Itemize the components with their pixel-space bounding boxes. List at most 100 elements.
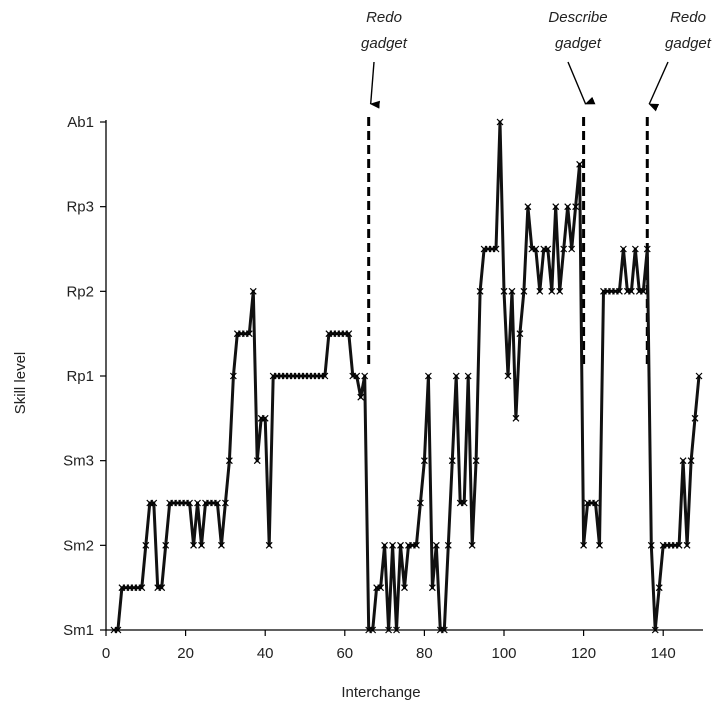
data-point <box>369 626 377 634</box>
data-point <box>428 584 436 592</box>
data-point <box>651 626 659 634</box>
data-point <box>631 245 639 253</box>
annotation-arrow <box>369 61 380 109</box>
data-point <box>556 287 564 295</box>
data-point <box>401 584 408 592</box>
data-point <box>385 626 393 634</box>
data-point <box>468 541 476 549</box>
x-tick-label: 0 <box>102 645 110 662</box>
data-point <box>520 287 528 295</box>
y-tick-label: Rp2 <box>66 283 94 300</box>
data-point <box>619 245 627 253</box>
data-point <box>357 393 365 401</box>
data-point <box>572 203 580 211</box>
data-point <box>643 245 651 253</box>
data-point <box>186 499 194 507</box>
data-point <box>265 541 273 549</box>
data-point <box>691 414 699 422</box>
data-point <box>420 457 428 465</box>
x-tick-label: 80 <box>416 645 433 662</box>
data-point <box>496 118 504 126</box>
data-point <box>548 287 556 295</box>
data-point <box>504 372 512 380</box>
data-point <box>194 499 201 507</box>
data-point <box>114 626 122 634</box>
axes: 0 20 40 60 80 100 120 140 Sm1 Sm2 Sm3 Rp1 Rp2 Rp3 Ab1 <box>63 114 703 662</box>
data-point <box>432 541 440 549</box>
data-point <box>552 203 560 211</box>
y-tick-label: Ab1 <box>67 114 94 131</box>
data-point <box>615 287 623 295</box>
y-axis-title: Skill level <box>12 352 29 415</box>
annotation-arrow <box>648 61 669 112</box>
series-skill <box>110 118 703 634</box>
series-line <box>114 120 701 632</box>
data-point <box>361 372 369 380</box>
data-point <box>190 541 197 549</box>
data-point <box>440 626 448 634</box>
data-point <box>516 330 524 338</box>
data-point <box>249 287 257 295</box>
data-point <box>655 584 663 592</box>
annotation-label: gadget <box>555 35 602 52</box>
data-point <box>492 245 500 253</box>
x-tick-label: 100 <box>491 645 516 662</box>
data-point <box>508 287 516 295</box>
data-point <box>512 414 520 422</box>
data-point <box>162 541 170 549</box>
data-point <box>225 457 233 465</box>
data-point <box>639 287 647 295</box>
annotation-arrow <box>567 61 596 105</box>
data-point <box>353 372 361 380</box>
data-point <box>444 541 452 549</box>
data-point <box>687 457 695 465</box>
data-point <box>627 287 635 295</box>
data-point <box>214 499 221 507</box>
data-point <box>560 245 568 253</box>
data-point <box>393 626 400 634</box>
data-point <box>464 372 472 380</box>
data-point <box>679 457 687 465</box>
y-tick-label: Sm3 <box>63 453 94 470</box>
axis-labels: Interchange Skill level <box>12 352 421 701</box>
data-point <box>221 499 229 507</box>
data-point <box>229 372 237 380</box>
data-point <box>536 287 544 295</box>
data-point <box>452 372 460 380</box>
annotation-label: gadget <box>665 35 712 52</box>
y-tick-label: Sm1 <box>63 622 94 639</box>
data-point <box>683 541 691 549</box>
x-tick-label: 60 <box>336 645 353 662</box>
data-point <box>564 203 572 211</box>
x-tick-label: 140 <box>651 645 676 662</box>
data-point <box>576 160 584 168</box>
annotation-label: Redo <box>670 9 706 26</box>
data-point <box>416 499 424 507</box>
x-tick-label: 20 <box>177 645 194 662</box>
data-point <box>596 541 603 549</box>
data-point <box>198 541 205 549</box>
data-point <box>321 372 329 380</box>
data-point <box>345 330 353 338</box>
annotation-label: gadget <box>361 35 408 52</box>
data-point <box>472 457 480 465</box>
data-point <box>675 541 683 549</box>
data-point <box>150 499 158 507</box>
data-point <box>138 584 146 592</box>
data-point <box>476 287 484 295</box>
x-tick-label: 40 <box>257 645 274 662</box>
data-point <box>524 203 532 211</box>
data-point <box>413 541 420 549</box>
data-point <box>142 541 150 549</box>
annotation-label: Redo <box>366 9 402 26</box>
data-point <box>389 541 396 549</box>
data-point <box>217 541 225 549</box>
data-point <box>500 287 508 295</box>
y-tick-label: Rp1 <box>66 368 94 385</box>
x-tick-label: 120 <box>571 645 596 662</box>
y-tick-label: Rp3 <box>66 199 94 216</box>
data-point <box>695 372 703 380</box>
data-point <box>568 245 576 253</box>
data-point <box>544 245 552 253</box>
